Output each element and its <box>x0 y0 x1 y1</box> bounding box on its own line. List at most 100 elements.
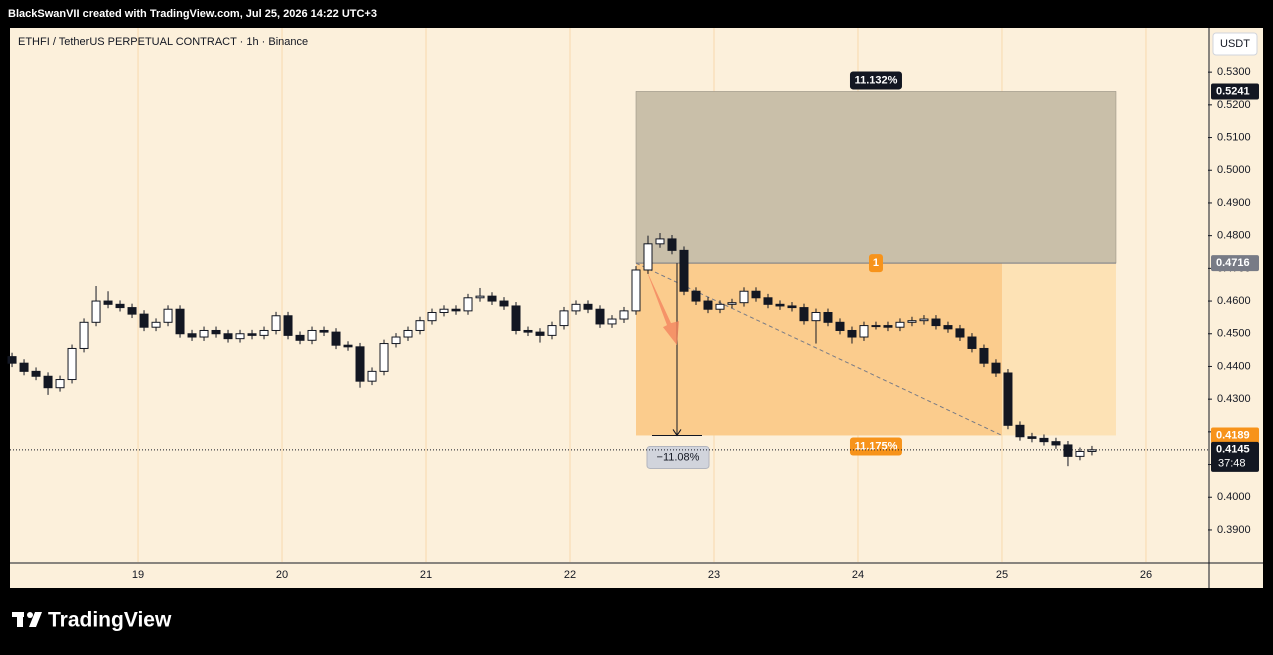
candle-body <box>187 333 197 338</box>
measure-label: −11.08% <box>657 451 700 463</box>
logo: TradingView <box>12 609 172 632</box>
y-tick-label: 0.4300 <box>1217 393 1251 405</box>
unit-label: USDT <box>1220 38 1250 50</box>
logo-part <box>29 612 42 627</box>
last-price: 0.4145 <box>1216 444 1250 456</box>
candle-body <box>943 325 953 330</box>
candle-body <box>1015 424 1025 438</box>
trend-line <box>635 262 1003 436</box>
candle-body <box>235 333 245 340</box>
candle-body <box>1039 437 1049 443</box>
candle-body <box>691 290 701 302</box>
candle-body <box>835 321 845 331</box>
x-tick-label: 22 <box>564 569 576 581</box>
candle-body <box>379 343 389 372</box>
logo-part <box>17 612 23 627</box>
candle-body <box>139 313 149 328</box>
candle-body <box>43 375 53 389</box>
entry-price: 0.4716 <box>1216 257 1250 269</box>
candle-body <box>427 311 437 322</box>
candle-body <box>895 321 905 328</box>
candle-body <box>343 344 353 348</box>
candle-body <box>271 315 281 331</box>
candle-body <box>367 370 377 382</box>
y-tick-label: 0.5000 <box>1217 164 1251 176</box>
y-tick-label: 0.4000 <box>1217 491 1251 503</box>
target-label-box <box>849 437 902 456</box>
candle-body <box>679 249 689 292</box>
candle-body <box>967 336 977 349</box>
candle-body <box>571 303 581 312</box>
stop-label: 11.132% <box>855 74 898 86</box>
y-tick-label: 0.4400 <box>1217 360 1251 372</box>
candle-body <box>1027 436 1037 439</box>
x-tick-label: 21 <box>420 569 432 581</box>
y-tick-label: 0.3900 <box>1217 524 1251 536</box>
candle-body <box>859 325 869 338</box>
candle-body <box>727 302 737 305</box>
candle-body <box>439 308 449 313</box>
candle-body <box>1003 372 1013 426</box>
candle-body <box>151 321 161 328</box>
candle-body <box>199 329 209 338</box>
candle-body <box>415 320 425 331</box>
candle-body <box>487 295 497 302</box>
x-tick-label: 20 <box>276 569 288 581</box>
candle-body <box>103 300 113 305</box>
candle-body <box>355 346 365 382</box>
candle-body <box>511 305 521 331</box>
candle-body <box>595 308 605 325</box>
stop-zone <box>635 91 1117 264</box>
symbol-title: ETHFI / TetherUS PERPETUAL CONTRACT · 1h… <box>18 36 308 48</box>
candle-body <box>1087 449 1097 452</box>
measure-box <box>646 445 710 469</box>
last-price-box <box>1211 441 1259 472</box>
measure-head <box>672 429 682 437</box>
candle-body <box>295 334 305 341</box>
entry-label-box <box>868 254 883 273</box>
candle-body <box>667 238 677 251</box>
stop-price-box <box>1211 83 1259 100</box>
candle-body <box>91 300 101 323</box>
candle-body <box>283 315 293 336</box>
candle-body <box>391 336 401 345</box>
candle-body <box>739 290 749 304</box>
candle-body <box>979 347 989 364</box>
candle-body <box>619 310 629 320</box>
candle-body <box>715 303 725 310</box>
x-tick-label: 26 <box>1140 569 1152 581</box>
target-label: 11.175% <box>855 440 898 452</box>
y-tick-label: 0.5100 <box>1217 131 1251 143</box>
y-tick-label: 0.4800 <box>1217 230 1251 242</box>
candle-body <box>823 311 833 323</box>
unit-box <box>1212 32 1258 56</box>
candle-body <box>211 329 221 335</box>
stop-label-box <box>849 71 902 90</box>
candle-body <box>907 320 917 323</box>
target-price-box <box>1211 427 1259 444</box>
candle-body <box>331 331 341 346</box>
candle-body <box>535 331 545 336</box>
stop-price: 0.5241 <box>1216 85 1250 97</box>
candle-body <box>931 318 941 327</box>
candle-body <box>463 297 473 312</box>
candle-body <box>655 238 665 245</box>
target-price: 0.4189 <box>1216 429 1250 441</box>
candle-body <box>115 303 125 309</box>
candle-body <box>847 329 857 338</box>
candle-body <box>79 321 89 349</box>
candle-body <box>559 310 569 327</box>
candle-body <box>7 356 17 364</box>
y-tick-label: 0.4900 <box>1217 197 1251 209</box>
x-tick-label: 19 <box>132 569 144 581</box>
candle-body <box>127 307 137 315</box>
candle-body <box>403 329 413 338</box>
candle-body <box>955 328 965 338</box>
candle-body <box>67 347 77 381</box>
candle-body <box>451 308 461 312</box>
header: BlackSwanVII created with TradingView.co… <box>8 8 377 20</box>
candle-body <box>247 333 257 336</box>
y-tick-label: 0.4600 <box>1217 295 1251 307</box>
